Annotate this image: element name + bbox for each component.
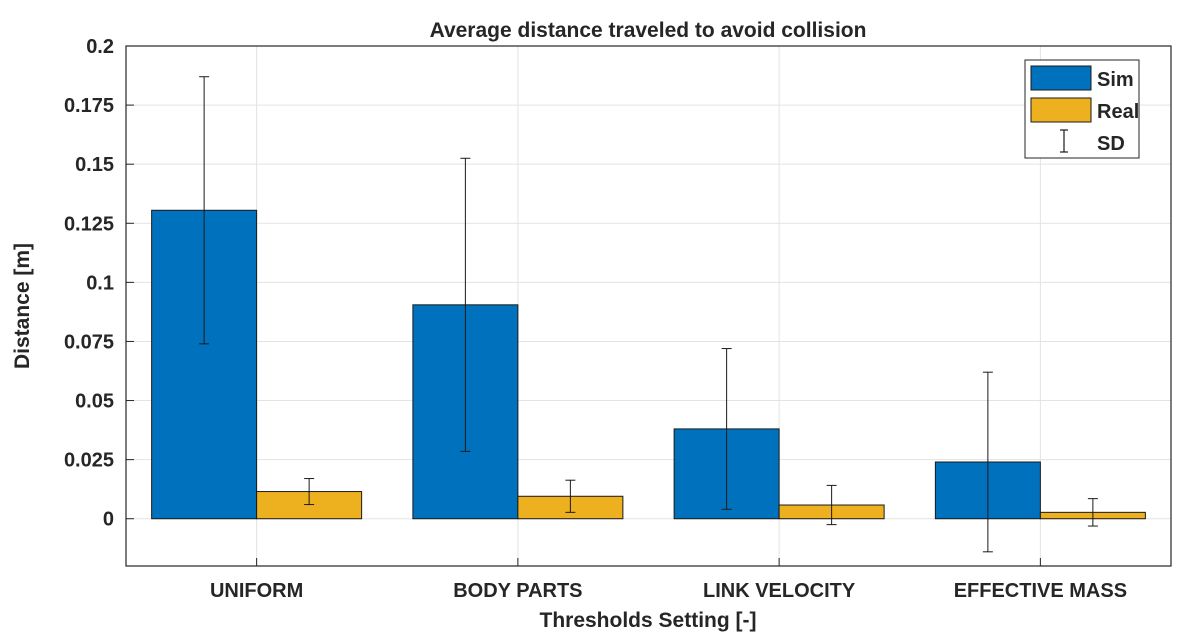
legend-sd-icon	[1060, 129, 1068, 153]
y-tick-label: 0.175	[64, 95, 114, 117]
y-tick-label: 0.2	[86, 36, 114, 58]
legend-sim-swatch	[1030, 65, 1092, 91]
x-axis-ticks: UNIFORM BODY PARTS LINK VELOCITY EFFECTIVE …	[210, 558, 1127, 602]
y-axis-ticks: 0 0.025 0.05 0.075 0.1 0.125 0.15 0.175 0.2	[64, 36, 134, 531]
legend: Sim Real SD	[1024, 59, 1140, 159]
legend-sd-label: SD	[1097, 133, 1125, 155]
plot-frame	[125, 45, 1172, 567]
y-tick-label: 0.1	[86, 272, 114, 294]
y-tick-label: 0	[103, 509, 114, 531]
x-tick-label: BODY PARTS	[453, 580, 582, 602]
legend-real-swatch	[1030, 97, 1092, 123]
legend-sim-label: Sim	[1097, 69, 1134, 91]
legend-real-label: Real	[1097, 101, 1139, 123]
y-tick-label: 0.075	[64, 331, 114, 353]
y-tick-label: 0.15	[75, 154, 114, 176]
x-axis-label: Thresholds Setting [-]	[540, 609, 757, 632]
y-tick-label: 0.05	[75, 391, 114, 413]
chart-title: Average distance traveled to avoid colli…	[430, 19, 867, 42]
y-tick-label: 0.025	[64, 450, 114, 472]
y-axis-label: Distance [m]	[11, 243, 34, 369]
y-tick-label: 0.125	[64, 213, 114, 235]
x-tick-label: EFFECTIVE MASS	[954, 580, 1127, 602]
x-tick-label: UNIFORM	[210, 580, 303, 602]
error-bars	[199, 76, 1098, 553]
x-tick-label: LINK VELOCITY	[703, 580, 856, 602]
